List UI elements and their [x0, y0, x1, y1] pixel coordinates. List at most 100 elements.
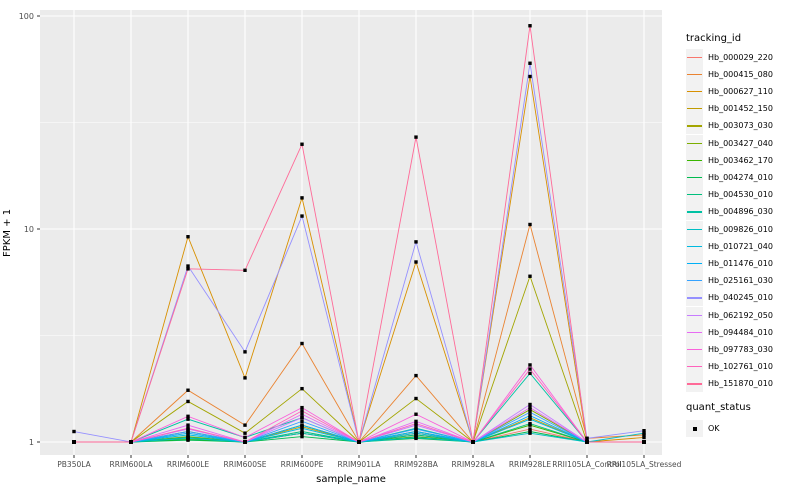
x-tick-label: RRIM600SE [223, 460, 267, 469]
legend-color-line [687, 314, 702, 316]
data-point [528, 431, 532, 435]
legend-label: Hb_097783_030 [708, 344, 773, 354]
x-axis-title: sample_name [316, 474, 386, 485]
data-point [129, 440, 133, 444]
data-point [186, 264, 190, 268]
legend-item: Hb_025161_030 [686, 272, 773, 290]
legend-item: Hb_004530_010 [686, 186, 773, 204]
data-point [585, 436, 589, 441]
legend-label: Hb_025161_030 [708, 276, 773, 286]
data-point [528, 407, 532, 412]
legend-key [686, 340, 703, 358]
legend-key [686, 254, 703, 272]
legend-color-line [687, 262, 702, 265]
legend-item: Hb_003462_170 [686, 151, 773, 169]
legend-key [686, 237, 703, 255]
legend-label: Hb_102761_010 [708, 362, 773, 372]
data-point [300, 341, 304, 346]
data-point [528, 74, 532, 79]
data-point [414, 373, 418, 378]
legend-key [686, 220, 703, 238]
data-point [528, 367, 532, 371]
legend-key [686, 375, 703, 393]
data-point [300, 405, 304, 410]
x-tick-label: RRIM928LA [451, 460, 495, 469]
data-point [642, 431, 646, 435]
data-point [186, 267, 190, 271]
legend-label: Hb_004274_010 [708, 172, 773, 182]
legend-color-line [687, 348, 702, 351]
data-point [300, 412, 304, 416]
legend-item: Hb_000627_110 [686, 82, 773, 100]
data-point [186, 423, 190, 427]
legend-color-line [687, 159, 702, 162]
legend-label: Hb_151870_010 [708, 379, 773, 389]
data-point [357, 440, 361, 444]
legend-label: Hb_062192_050 [708, 310, 773, 320]
data-point [300, 423, 304, 427]
legend-item: Hb_000415_080 [686, 65, 773, 83]
legend-color-line [687, 194, 702, 196]
data-point [414, 260, 418, 264]
legend-label: Hb_040245_010 [708, 293, 773, 303]
legend-label: Hb_003073_030 [708, 121, 773, 131]
legend-key [686, 323, 703, 341]
legend-key [686, 289, 703, 307]
legend-color-line [687, 211, 702, 213]
x-tick-label: RRII105LA_Control [552, 460, 622, 469]
legend-key [686, 117, 703, 135]
legend-label: Hb_003462_170 [708, 155, 773, 165]
legend-item: Hb_010721_040 [686, 237, 773, 255]
data-point [72, 440, 76, 444]
legend-color-line [687, 280, 702, 282]
legend-key [686, 420, 703, 437]
data-point [528, 222, 532, 227]
data-point [414, 435, 418, 440]
legend-item: Hb_000029_220 [686, 48, 773, 66]
data-point [243, 440, 247, 444]
x-tick-label: RRIM928BA [394, 460, 438, 469]
data-point [243, 350, 247, 354]
legend-title-tracking-id: tracking_id [686, 33, 742, 44]
legend-color-line [687, 366, 702, 368]
data-point [414, 419, 418, 424]
legend-item: Hb_003073_030 [686, 117, 773, 135]
legend-color-line [687, 125, 702, 127]
legend-color-line [687, 90, 702, 93]
legend-key [686, 168, 703, 186]
data-point [414, 429, 418, 434]
legend-key [686, 134, 703, 152]
data-point [243, 435, 247, 440]
y-tick-label: 100 [18, 11, 34, 21]
legend-color-line [687, 383, 702, 385]
data-point [528, 405, 532, 410]
legend-color-line [687, 331, 702, 334]
legend-key [686, 82, 703, 100]
x-tick-label: RRIM928LE [508, 460, 552, 469]
data-point [642, 440, 646, 444]
legend-item: Hb_094484_010 [686, 323, 773, 341]
data-point [642, 435, 646, 440]
data-point [414, 421, 418, 426]
legend-label: Hb_004896_030 [708, 207, 773, 217]
legend-label: Hb_004530_010 [708, 190, 773, 200]
data-point [186, 417, 190, 421]
legend-key [686, 151, 703, 169]
x-tick-label: RRIM600PE [280, 460, 324, 469]
legend-color-line [687, 297, 702, 299]
legend: tracking_id Hb_000029_220 Hb_000415_080 Hb… [668, 0, 800, 500]
legend-label: Hb_000029_220 [708, 52, 773, 62]
quant-status-label: OK [708, 424, 720, 433]
legend-label: Hb_003427_040 [708, 138, 773, 148]
data-point [243, 376, 247, 380]
data-point [471, 440, 475, 444]
data-point [300, 142, 304, 146]
data-point [186, 399, 190, 404]
data-point [528, 410, 532, 414]
data-point [186, 438, 190, 442]
data-point [300, 419, 304, 424]
data-point [186, 436, 190, 441]
legend-color-line [687, 228, 702, 230]
